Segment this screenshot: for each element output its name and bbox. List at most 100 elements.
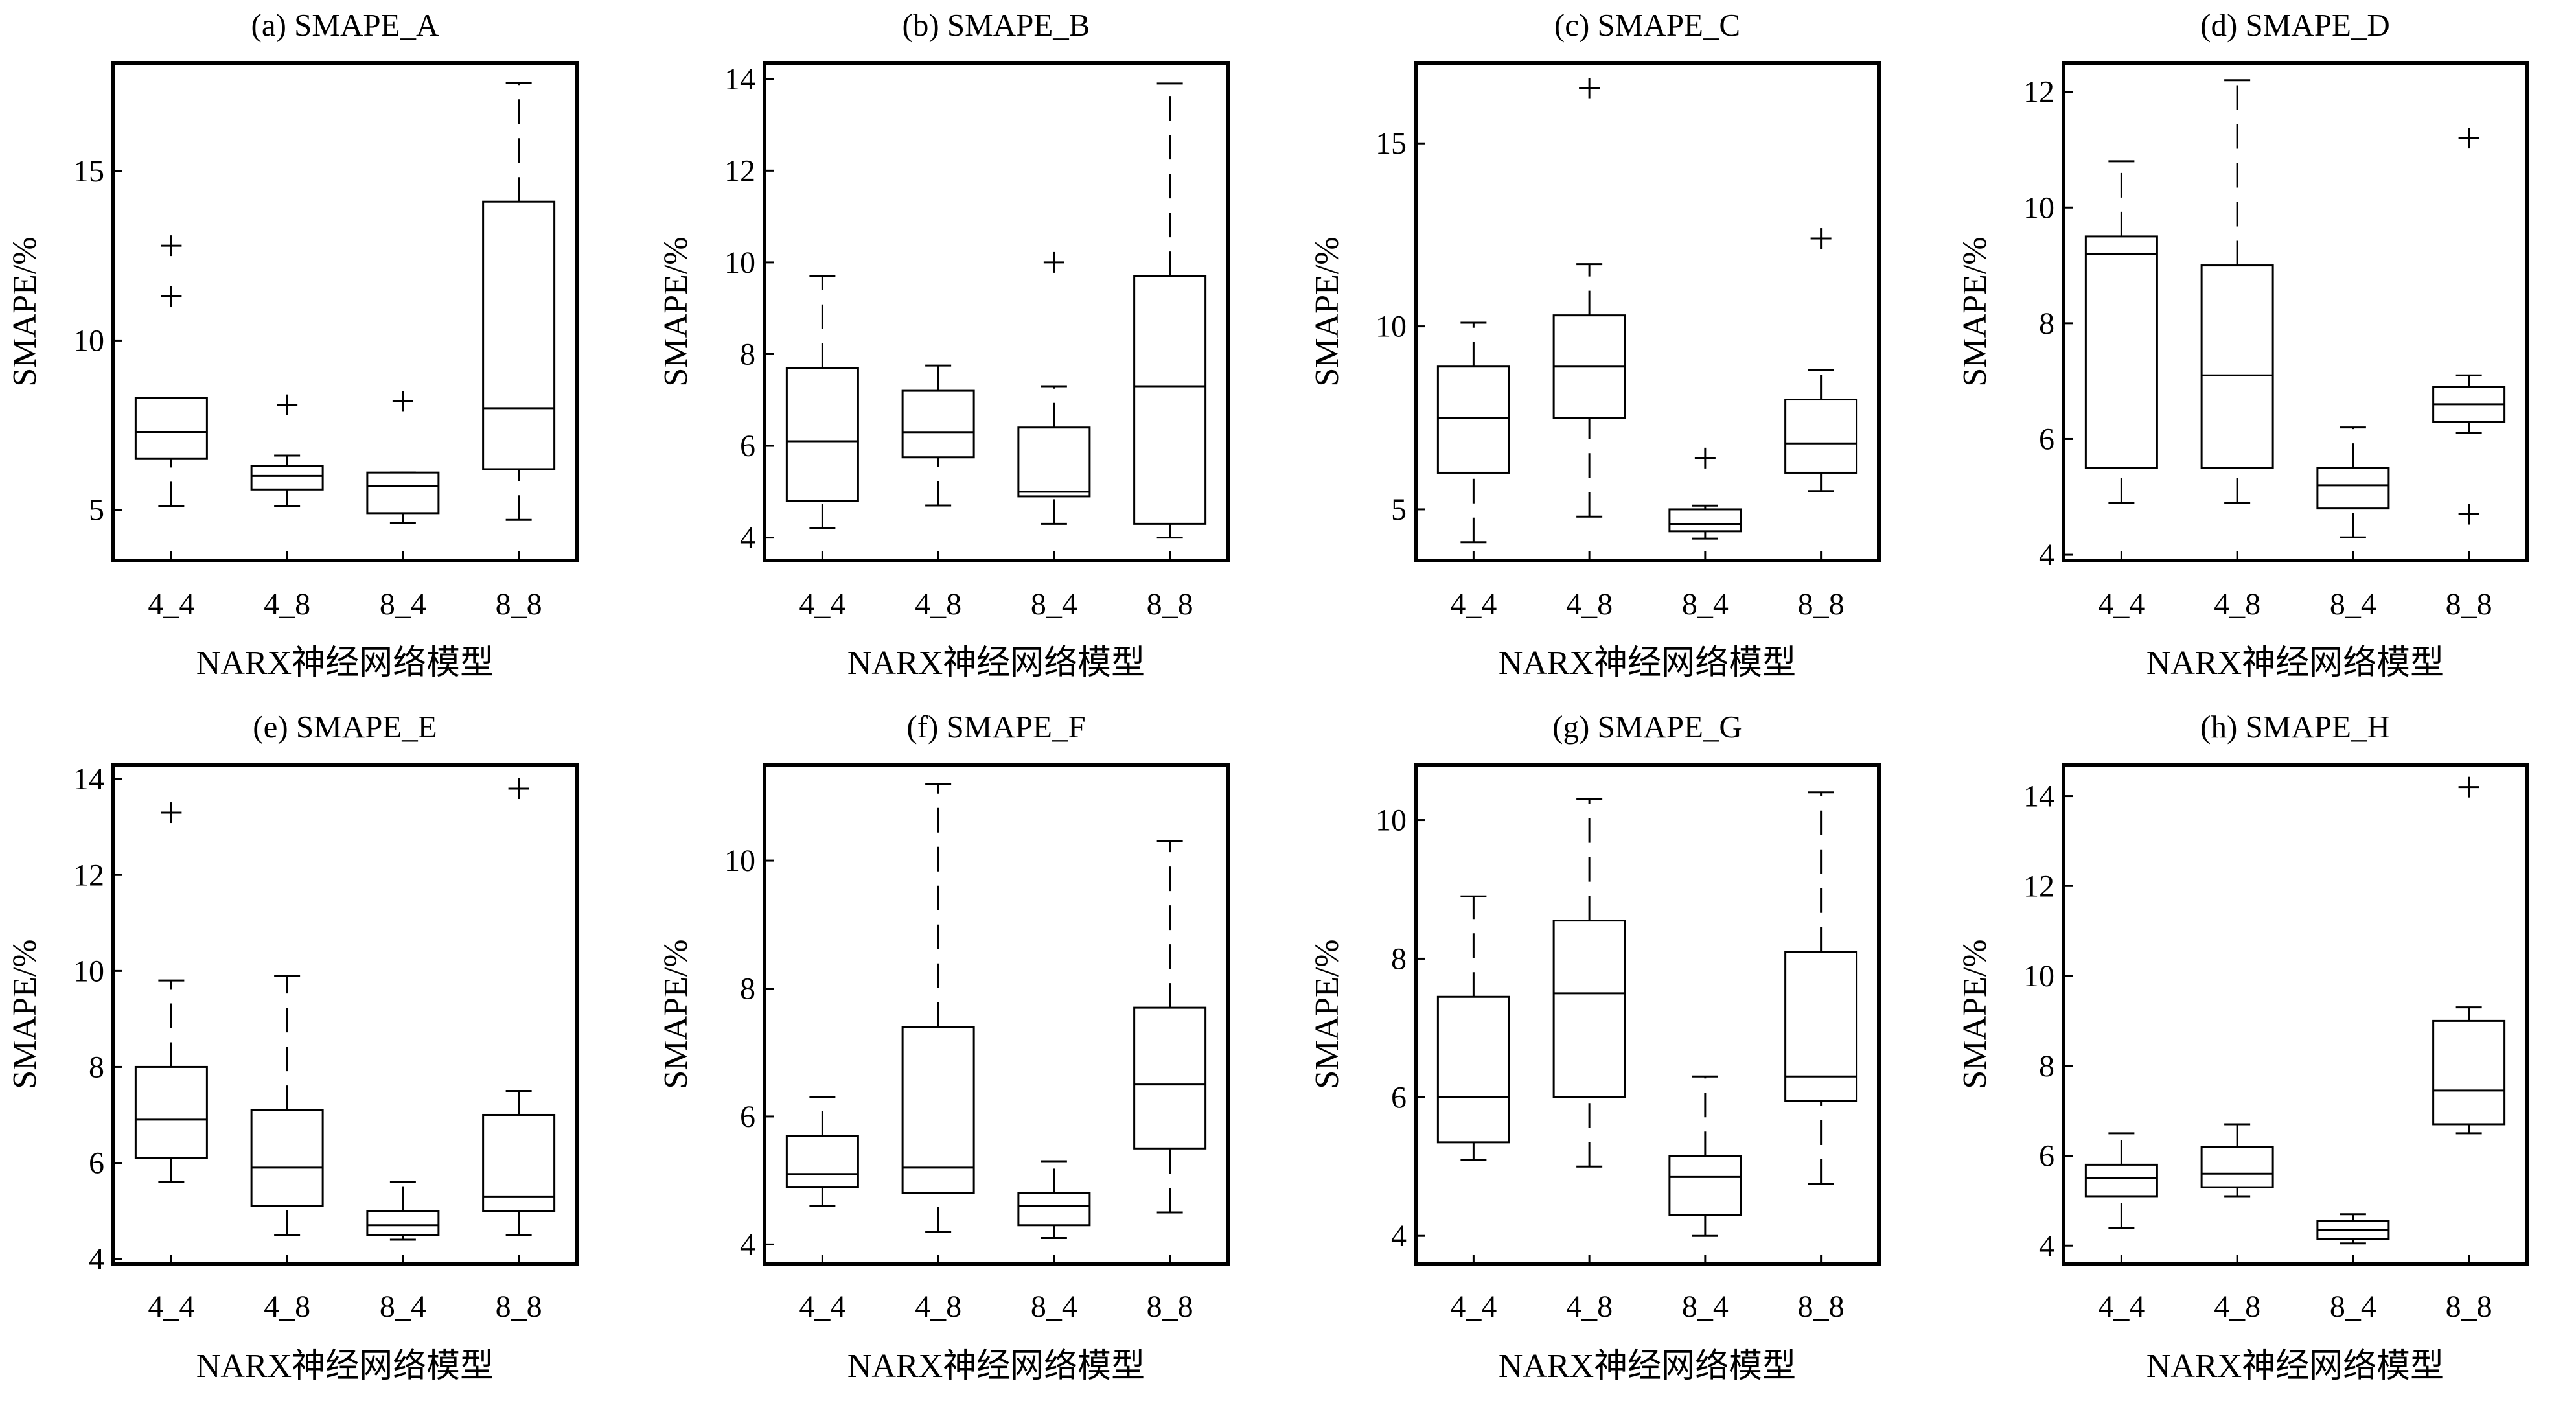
y-tick-label: 8 bbox=[2039, 1049, 2054, 1083]
box-4_4 bbox=[2084, 1132, 2158, 1229]
iqr-box bbox=[366, 471, 440, 515]
y-tick-label: 6 bbox=[740, 429, 755, 463]
y-tick-label: 8 bbox=[740, 972, 755, 1006]
box-4_4 bbox=[134, 802, 208, 1183]
y-tick-label: 10 bbox=[2023, 959, 2054, 993]
panel-title: (g) SMAPE_G bbox=[1552, 709, 1742, 745]
box-8_4 bbox=[1017, 1160, 1091, 1240]
box-8_8 bbox=[1784, 791, 1858, 1185]
box-4_8 bbox=[901, 783, 975, 1233]
outlier-marker bbox=[277, 394, 298, 415]
y-tick-label: 6 bbox=[2039, 1139, 2054, 1174]
x-tick-label: 8_8 bbox=[1147, 587, 1193, 621]
box-8_8 bbox=[2432, 128, 2506, 525]
box-8_8 bbox=[482, 778, 556, 1236]
y-axis-label: SMAPE/% bbox=[1309, 237, 1346, 386]
iqr-box bbox=[250, 465, 324, 491]
box-8_4 bbox=[2316, 426, 2390, 538]
y-tick-label: 10 bbox=[73, 323, 104, 358]
x-tick-label: 8_4 bbox=[380, 1290, 426, 1324]
iqr-box bbox=[366, 1210, 440, 1236]
y-axis-label: SMAPE/% bbox=[1309, 939, 1346, 1089]
x-tick-label: 8_8 bbox=[1798, 1290, 1845, 1324]
panel-title: (d) SMAPE_D bbox=[2200, 7, 2390, 43]
y-tick-label: 8 bbox=[89, 1050, 104, 1084]
x-axis-label: NARX神经网络模型 bbox=[847, 1348, 1145, 1385]
panel-title: (b) SMAPE_B bbox=[903, 7, 1090, 43]
iqr-box bbox=[1436, 995, 1510, 1144]
y-tick-label: 4 bbox=[2039, 538, 2054, 572]
outlier-marker bbox=[2458, 128, 2479, 149]
panel-g: (g) SMAPE_G 4 6 8 10 SMAPE/% 4_4 4_8 8_4 8_8NARX神… bbox=[1309, 709, 1881, 1385]
iqr-box bbox=[901, 389, 975, 459]
plot-frame bbox=[763, 61, 1230, 562]
box-4_8 bbox=[901, 364, 975, 507]
y-tick-label: 8 bbox=[2039, 307, 2054, 341]
x-tick-label: 4_4 bbox=[799, 1290, 845, 1324]
iqr-box bbox=[1133, 275, 1207, 525]
plot-frame bbox=[1414, 61, 1881, 562]
y-axis-label: SMAPE/% bbox=[658, 237, 695, 386]
panel-h: (h) SMAPE_H 4 6 8 10 12 14 SMAPE/% 4_4 4_8 8_4 8_8N… bbox=[1957, 709, 2529, 1385]
y-tick-label: 10 bbox=[724, 246, 755, 280]
y-tick-label: 8 bbox=[1391, 942, 1407, 976]
x-axis-label: NARX神经网络模型 bbox=[1499, 1348, 1796, 1385]
x-tick-label: 4_8 bbox=[1566, 587, 1613, 621]
y-tick-label: 6 bbox=[89, 1146, 104, 1181]
y-axis-label: SMAPE/% bbox=[1957, 939, 1994, 1089]
y-tick-label: 15 bbox=[1375, 126, 1407, 161]
iqr-box bbox=[901, 1026, 975, 1194]
y-axis-label: SMAPE/% bbox=[1957, 237, 1994, 386]
x-tick-label: 8_8 bbox=[496, 1290, 542, 1324]
iqr-box bbox=[134, 1065, 208, 1159]
x-axis-label: NARX神经网络模型 bbox=[2146, 645, 2444, 682]
box-4_8 bbox=[1552, 798, 1626, 1168]
x-axis-label: NARX神经网络模型 bbox=[1499, 645, 1796, 682]
outlier-marker bbox=[161, 286, 182, 307]
y-tick-label: 4 bbox=[89, 1242, 104, 1277]
x-tick-label: 8_4 bbox=[1031, 1290, 1077, 1324]
y-tick-label: 4 bbox=[2039, 1229, 2054, 1263]
plot-frame bbox=[2062, 61, 2529, 562]
x-tick-label: 4_8 bbox=[264, 1290, 310, 1324]
iqr-box bbox=[1784, 951, 1858, 1102]
box-8_4 bbox=[366, 1181, 440, 1241]
panel-b: (b) SMAPE_B 4 6 8 10 12 14 SMAPE/% 4_4 4_8 8_4 8_8N… bbox=[658, 7, 1230, 682]
y-tick-label: 6 bbox=[740, 1100, 755, 1134]
iqr-box bbox=[2200, 264, 2274, 469]
panel-title: (a) SMAPE_A bbox=[251, 7, 440, 43]
iqr-box bbox=[1668, 508, 1742, 533]
x-tick-label: 8_4 bbox=[2330, 1290, 2376, 1324]
box-8_4 bbox=[1017, 251, 1091, 525]
x-tick-label: 4_8 bbox=[915, 1290, 961, 1324]
x-tick-label: 4_4 bbox=[1450, 1290, 1497, 1324]
x-tick-label: 4_4 bbox=[1450, 587, 1497, 621]
box-4_8 bbox=[250, 975, 324, 1236]
panel-f: (f) SMAPE_F 4 6 8 10 SMAPE/% 4_4 4_8 8_4 8_8NARX神… bbox=[658, 709, 1230, 1385]
x-axis-label: NARX神经网络模型 bbox=[847, 645, 1145, 682]
iqr-box bbox=[1017, 426, 1091, 498]
iqr-box bbox=[1784, 399, 1858, 474]
outlier-marker bbox=[2458, 504, 2479, 525]
x-tick-label: 8_8 bbox=[1147, 1290, 1193, 1324]
box-4_4 bbox=[1436, 321, 1510, 544]
outlier-marker bbox=[161, 802, 182, 824]
box-4_8 bbox=[1552, 78, 1626, 518]
iqr-box bbox=[1552, 920, 1626, 1098]
box-4_4 bbox=[2084, 160, 2158, 504]
plot-frame bbox=[111, 61, 579, 562]
iqr-box bbox=[134, 397, 208, 460]
y-tick-label: 12 bbox=[73, 858, 104, 892]
box-4_8 bbox=[2200, 1123, 2274, 1198]
y-tick-label: 5 bbox=[1391, 492, 1407, 527]
panel-title: (h) SMAPE_H bbox=[2200, 709, 2390, 745]
y-tick-label: 6 bbox=[1391, 1080, 1407, 1115]
x-tick-label: 8_8 bbox=[496, 587, 542, 621]
iqr-box bbox=[2432, 1019, 2506, 1126]
x-tick-label: 4_8 bbox=[2214, 1290, 2260, 1324]
iqr-box bbox=[482, 1113, 556, 1212]
panel-title: (e) SMAPE_E bbox=[253, 709, 437, 745]
x-tick-label: 8_8 bbox=[2446, 587, 2492, 621]
box-8_8 bbox=[2432, 776, 2506, 1135]
x-tick-label: 4_8 bbox=[2214, 587, 2260, 621]
